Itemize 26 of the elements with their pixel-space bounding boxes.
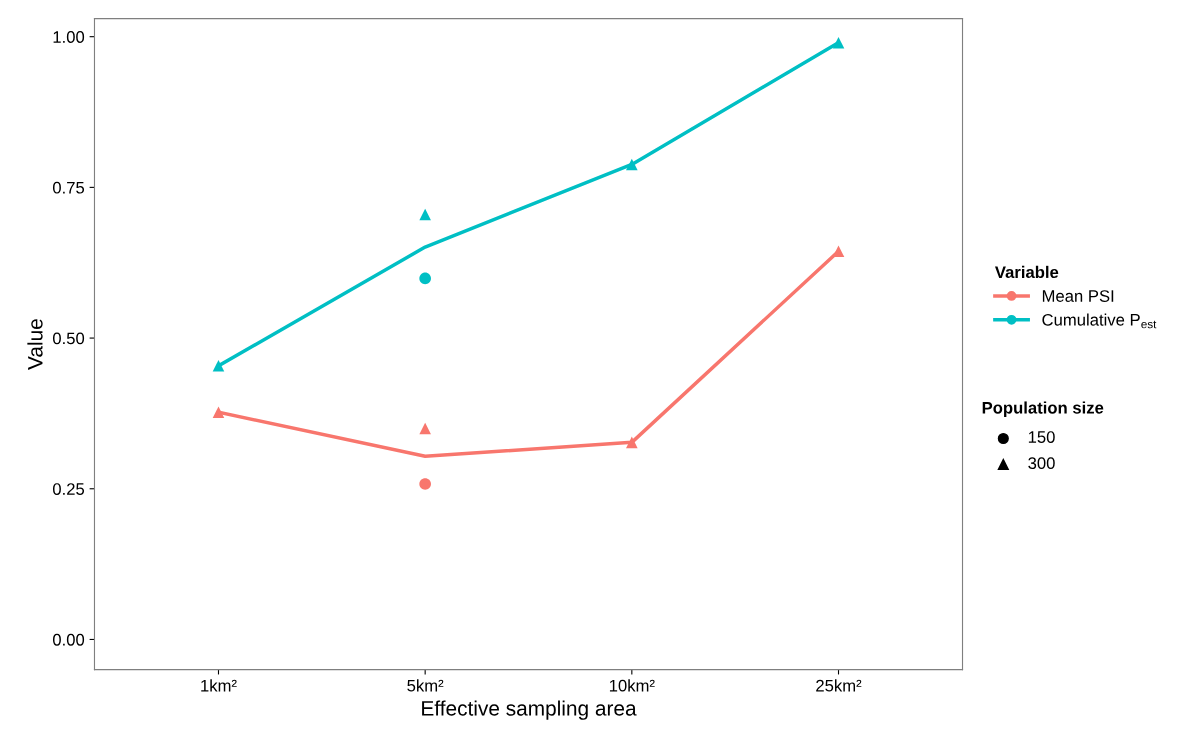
y-axis-title: Value — [27, 319, 43, 370]
point — [212, 406, 225, 419]
point — [419, 272, 431, 285]
y-tick-label: 1.00 — [53, 31, 85, 43]
text: 150 — [1028, 431, 1055, 443]
legend-label: Mean PSI — [1042, 290, 1114, 302]
x-axis-title: Effective sampling area — [422, 700, 637, 720]
point — [419, 208, 431, 221]
text: 300 — [1028, 457, 1055, 470]
text: Variable — [994, 265, 1059, 279]
point — [626, 158, 638, 171]
legend-label: Cumulative P$_{est}$ — [1042, 313, 1157, 329]
x-tick-label: 1km² — [201, 679, 237, 692]
point — [832, 36, 845, 49]
y-tick-label: 0.75 — [52, 181, 85, 194]
x-tick-label: 25km² — [816, 679, 862, 692]
point — [626, 436, 638, 449]
y-tick-label: 0.25 — [52, 483, 85, 495]
point — [419, 478, 431, 490]
y-tick-label: 0.00 — [52, 633, 85, 646]
x-tick-label: 5km² — [407, 679, 444, 692]
text: Population size — [982, 401, 1104, 417]
point — [212, 359, 225, 372]
y-tick-label: 0.50 — [52, 332, 85, 345]
x-tick-label: 10km² — [609, 679, 655, 692]
point — [419, 422, 431, 435]
